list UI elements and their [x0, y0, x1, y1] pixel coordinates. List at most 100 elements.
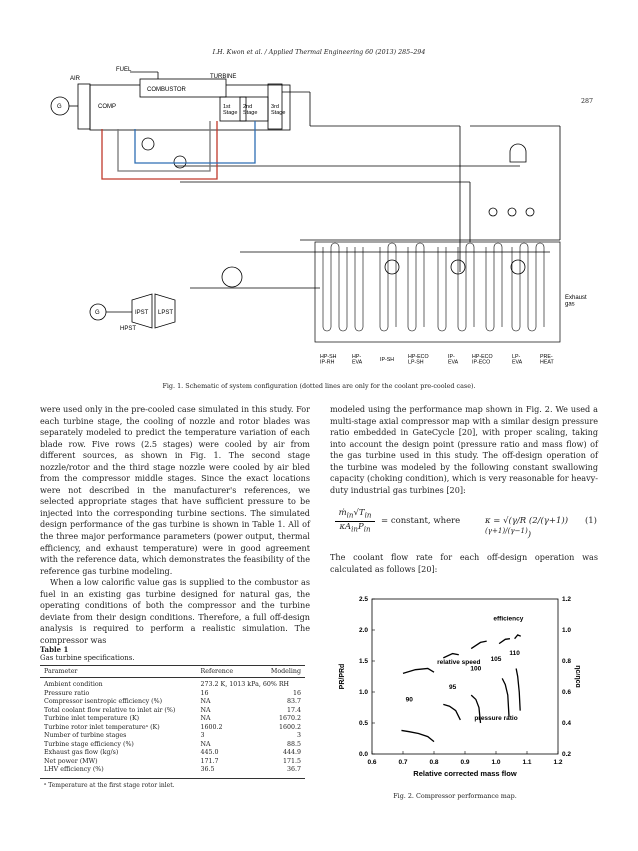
- table-cell: 1670.2: [278, 715, 301, 722]
- series-line-100: [470, 694, 482, 724]
- table1-header-modeling: Modeling: [252, 665, 305, 678]
- x-tick-label: 0.7: [398, 759, 407, 766]
- series-line-95: [443, 703, 461, 721]
- table1-header-reference: Reference: [196, 665, 253, 678]
- table-row: Total coolant flow relative to inlet air…: [40, 707, 305, 716]
- annotation-label: efficiency: [493, 616, 523, 623]
- hp-sh-label: HP-SH IP-RH: [320, 354, 337, 366]
- x-tick-label: 0.6: [367, 759, 376, 766]
- running-title: I.H. Kwon et al. / Applied Thermal Engin…: [212, 49, 426, 56]
- table-cell: 171.5: [282, 757, 301, 765]
- series-line-eff-95: [443, 652, 459, 659]
- table-cell: 88.5: [286, 740, 301, 748]
- table-cell: 1600.2: [200, 723, 223, 731]
- y-tick-label: 2.0: [359, 627, 368, 634]
- table1-subtitle: Gas turbine specifications.: [40, 654, 135, 662]
- ip-eva-label: IP-EVA: [448, 354, 459, 366]
- right-column-text-2: The coolant flow rate for each off-desig…: [330, 552, 598, 575]
- exhaust-label: Exhaust gas: [565, 295, 587, 307]
- table-row: Turbine stage efficiency (%) NA 88.5: [40, 741, 305, 750]
- y2-tick-label: 0.8: [562, 658, 571, 665]
- annotation-label: 105: [491, 656, 502, 663]
- y-tick-label: 1.5: [359, 658, 368, 665]
- eq-kappa: κ = √(γ/R (2/(γ+1))(γ+1)/(γ−1)): [485, 516, 569, 540]
- table-cell: Total coolant flow relative to inlet air…: [44, 706, 176, 714]
- table-cell: Number of turbine stages: [44, 732, 127, 739]
- y-axis-label: PR/PRd: [339, 664, 346, 690]
- table-row: Turbine inlet temperature (K) NA 1670.2: [40, 715, 305, 724]
- y-tick-label: 0.5: [359, 720, 368, 727]
- series-line-110: [515, 668, 521, 711]
- lp-eva-label: LP-EVA: [512, 354, 523, 366]
- page-number: 287: [580, 98, 593, 105]
- table-cell: 17.4: [286, 706, 301, 714]
- right-paragraph-1: modeled using the performance map shown …: [330, 404, 598, 495]
- stage3-label: 3rd Stage: [271, 104, 285, 116]
- table-cell: Turbine inlet temperature (K): [44, 715, 140, 722]
- table-cell: 3: [200, 732, 205, 739]
- table-row: Net power (MW) 171.7 171.5: [40, 758, 305, 767]
- series-line-105: [501, 678, 510, 717]
- annotation-label: pressure ratio: [474, 715, 517, 722]
- table-cell: 273.2 K, 1013 kPa, 60% RH: [200, 681, 290, 688]
- stage2-label: 2nd Stage: [243, 104, 257, 116]
- table-cell: 171.7: [200, 757, 219, 765]
- table-cell: Turbine stage efficiency (%): [44, 740, 134, 748]
- figure2-chart: 0.6 0.7 0.8 0.9 1.0 1.1 1.2 0.0 0.5 1.0 1.5 2.0 2.5 0…: [339, 596, 580, 778]
- compressor-label: COMP: [98, 104, 116, 110]
- table1-header-parameter: Parameter: [40, 665, 197, 678]
- table-cell: Ambient condition: [44, 681, 103, 688]
- x-tick-label: 0.9: [460, 759, 469, 766]
- right-column-text: modeled using the performance map shown …: [330, 404, 598, 496]
- eq-constant-text: = constant, where: [381, 516, 461, 526]
- figure1-schematic: FUEL AIR COMBUSTOR TURBINE G COMP 1st Sta…: [50, 67, 587, 366]
- table-cell: NA: [200, 698, 211, 705]
- series-line-eff-105: [498, 638, 511, 645]
- table-cell: 1600.2: [278, 723, 301, 731]
- y-tick-label: 2.5: [359, 596, 368, 603]
- table-cell: Exhaust gas flow (kg/s): [44, 749, 119, 756]
- st-generator-label: G: [95, 310, 100, 316]
- ipst-label: IPST: [135, 310, 149, 316]
- eq-number: (1): [584, 516, 597, 526]
- right-paragraph-2: The coolant flow rate for each off-desig…: [330, 552, 598, 574]
- y-tick-label: 1.0: [359, 689, 368, 696]
- lpst-label: LPST: [158, 310, 173, 316]
- table-row: Turbine rotor inlet temperatureᵃ (K) 1600…: [40, 724, 305, 733]
- fuel-label: FUEL: [116, 67, 132, 73]
- x-tick-label: 0.8: [429, 759, 438, 766]
- table1-title: Table 1: [40, 645, 69, 654]
- table-cell: Turbine rotor inlet temperatureᵃ (K): [44, 723, 160, 731]
- table-cell: NA: [200, 715, 211, 722]
- table-cell: LHV efficiency (%): [44, 766, 104, 773]
- table1: Table 1 Gas turbine specifications. Para…: [40, 645, 310, 790]
- plot-frame: [371, 598, 559, 755]
- table1-footnote: ᵃ Temperature at the first stage rotor i…: [40, 777, 305, 790]
- table-cell: 36.7: [286, 766, 301, 773]
- y2-axis-label: ηc/ηcd: [574, 665, 580, 688]
- table-row: Number of turbine stages 3 3: [40, 732, 305, 741]
- table-cell: 36.5: [200, 766, 215, 773]
- y2-tick-label: 1.0: [562, 627, 571, 634]
- hp-eco-ip-eco-label: HP-ECO IP-ECO: [472, 354, 493, 366]
- annotation-label: relative speed: [437, 659, 480, 666]
- y2-tick-label: 1.2: [562, 596, 571, 603]
- table-cell: NA: [200, 740, 211, 748]
- table-cell: Pressure ratio: [44, 689, 90, 697]
- table-row: Exhaust gas flow (kg/s) 445.0 444.9: [40, 749, 305, 758]
- table-cell: 3: [296, 732, 301, 739]
- y2-tick-label: 0.4: [562, 720, 571, 727]
- hp-eco-lp-sh-label: HP-ECO LP-SH: [408, 354, 429, 366]
- x-tick-label: 1.1: [522, 759, 531, 766]
- annotation-label: 100: [470, 665, 481, 672]
- x-tick-label: 1.0: [491, 759, 500, 766]
- turbine-label: TURBINE: [210, 74, 236, 80]
- table-cell: 16: [200, 689, 209, 697]
- running-header: I.H. Kwon et al. / Applied Thermal Engin…: [0, 49, 638, 105]
- figure1-caption: Fig. 1. Schematic of system configuratio…: [162, 382, 476, 390]
- hp-eva-label: HP-EVA: [352, 354, 363, 366]
- figure2-caption: Fig. 2. Compressor performance map.: [393, 792, 517, 800]
- combustor-label: COMBUSTOR: [147, 87, 187, 93]
- left-column-text: were used only in the pre-cooled case si…: [40, 404, 310, 646]
- table-row: Compressor isentropic efficiency (%) NA 83…: [40, 698, 305, 707]
